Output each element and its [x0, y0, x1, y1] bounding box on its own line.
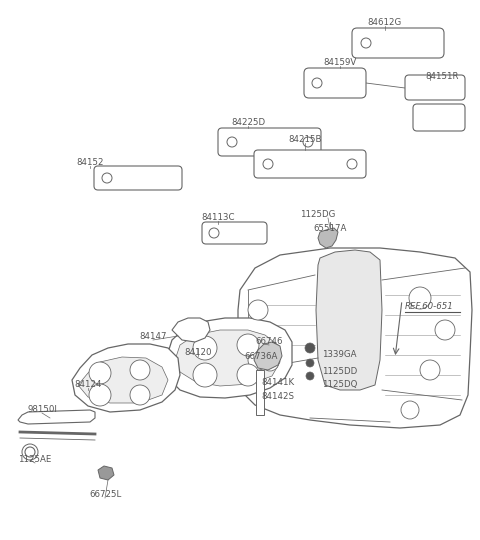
Circle shape: [193, 336, 217, 360]
Polygon shape: [318, 228, 338, 248]
FancyBboxPatch shape: [413, 104, 465, 131]
Circle shape: [306, 359, 314, 367]
Text: 1125AE: 1125AE: [18, 455, 52, 464]
Circle shape: [248, 350, 268, 370]
Text: 1339GA: 1339GA: [322, 350, 357, 359]
Polygon shape: [172, 318, 210, 342]
Circle shape: [303, 137, 313, 147]
Bar: [256, 370, 264, 415]
Circle shape: [261, 353, 279, 371]
Text: 1125DQ: 1125DQ: [322, 380, 358, 389]
Circle shape: [130, 385, 150, 405]
Circle shape: [347, 159, 357, 169]
Circle shape: [25, 447, 35, 457]
Polygon shape: [316, 250, 382, 390]
Text: 84225D: 84225D: [231, 118, 265, 127]
Circle shape: [306, 372, 314, 380]
Text: 84612G: 84612G: [368, 18, 402, 27]
Text: 84152: 84152: [76, 158, 104, 167]
Text: 84141K: 84141K: [261, 378, 294, 387]
Text: 66725L: 66725L: [89, 490, 121, 499]
FancyBboxPatch shape: [304, 68, 366, 98]
Polygon shape: [175, 330, 280, 386]
Circle shape: [209, 228, 219, 238]
Circle shape: [89, 362, 111, 384]
Circle shape: [305, 343, 315, 353]
Circle shape: [227, 137, 237, 147]
Text: 84113C: 84113C: [201, 213, 235, 222]
Text: 84142S: 84142S: [261, 392, 294, 401]
Circle shape: [102, 173, 112, 183]
FancyBboxPatch shape: [254, 150, 366, 178]
Circle shape: [361, 38, 371, 48]
Text: 66746: 66746: [255, 337, 283, 346]
Text: 1125DD: 1125DD: [322, 367, 357, 376]
Circle shape: [263, 159, 273, 169]
Circle shape: [312, 78, 322, 88]
Circle shape: [409, 287, 431, 309]
FancyBboxPatch shape: [352, 28, 444, 58]
FancyBboxPatch shape: [202, 222, 267, 244]
Polygon shape: [238, 248, 472, 428]
Text: REF.60-651: REF.60-651: [405, 302, 454, 311]
Text: 66736A: 66736A: [244, 352, 278, 361]
FancyBboxPatch shape: [405, 75, 465, 100]
Text: 84215B: 84215B: [288, 135, 322, 144]
Polygon shape: [78, 357, 168, 403]
Circle shape: [435, 320, 455, 340]
Text: 98150I: 98150I: [27, 405, 57, 414]
FancyBboxPatch shape: [94, 166, 182, 190]
Text: 84147: 84147: [139, 332, 167, 341]
Text: 84120: 84120: [184, 348, 212, 357]
Circle shape: [237, 364, 259, 386]
Polygon shape: [165, 318, 292, 398]
Circle shape: [130, 360, 150, 380]
Text: 1125DG: 1125DG: [300, 210, 336, 219]
Circle shape: [237, 334, 259, 356]
Polygon shape: [72, 344, 180, 412]
Circle shape: [193, 363, 217, 387]
Circle shape: [248, 300, 268, 320]
Circle shape: [89, 384, 111, 406]
Text: 65517A: 65517A: [313, 224, 347, 233]
Text: 84151R: 84151R: [425, 72, 458, 81]
Circle shape: [401, 401, 419, 419]
Polygon shape: [254, 342, 282, 370]
Polygon shape: [98, 466, 114, 480]
Circle shape: [420, 360, 440, 380]
Text: 84159V: 84159V: [324, 58, 357, 67]
Text: 84124: 84124: [74, 380, 102, 389]
FancyBboxPatch shape: [218, 128, 321, 156]
Polygon shape: [18, 410, 95, 424]
